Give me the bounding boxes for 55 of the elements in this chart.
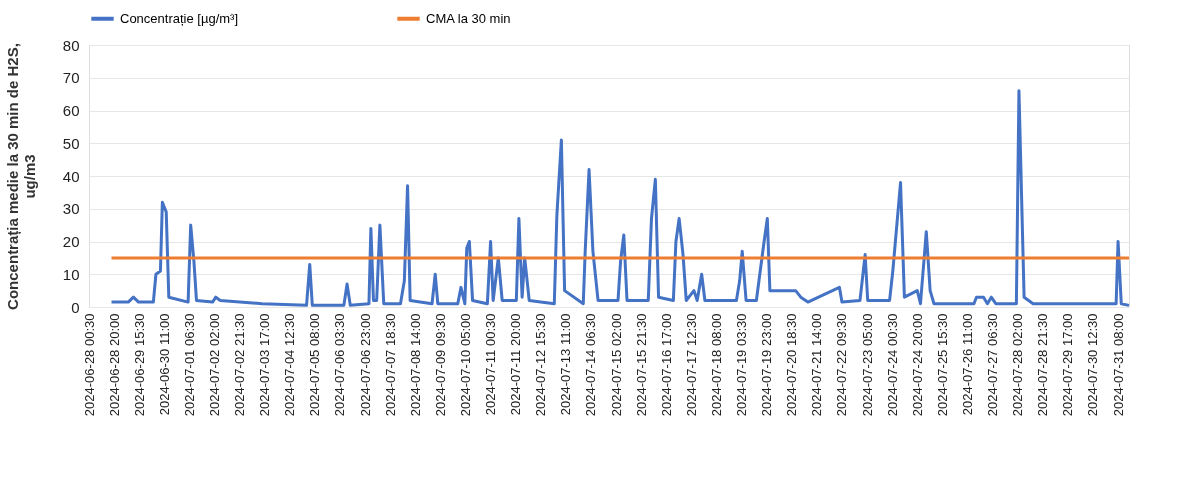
y-tick-label: 50 xyxy=(62,134,80,152)
x-tick-label: 2024-07-31 08:00 xyxy=(1110,313,1126,417)
x-tick-label: 2024-07-17 12:30 xyxy=(683,313,699,417)
x-tick-label: 2024-07-08 14:00 xyxy=(407,313,423,417)
x-tick-label: 2024-07-06 23:00 xyxy=(357,313,373,417)
y-tick-label: 60 xyxy=(62,102,80,119)
x-tick-label: 2024-06-28 20:00 xyxy=(106,313,122,417)
x-tick-label: 2024-07-02 21:30 xyxy=(232,313,248,417)
x-tick-label: 2024-07-18 08:00 xyxy=(708,313,724,417)
x-tick-label: 2024-06-30 11:00 xyxy=(156,313,172,416)
x-tick-label: 2024-07-28 02:00 xyxy=(1010,313,1026,417)
x-tick-label: 2024-07-06 03:30 xyxy=(332,313,348,417)
x-tick-label: 2024-07-02 02:00 xyxy=(207,313,222,417)
x-tick-label: 2024-07-30 12:30 xyxy=(1085,313,1101,417)
x-tick-label: 2024-06-28 00:30 xyxy=(81,313,97,417)
x-tick-label: 2024-07-11 20:00 xyxy=(508,313,524,416)
line-series xyxy=(110,89,1131,307)
legend-label: Concentrație [µg/m³] xyxy=(120,10,239,26)
x-tick-label: 2024-07-28 21:30 xyxy=(1035,313,1051,417)
x-tick-label: 2024-07-11 00:30 xyxy=(483,313,499,416)
x-tick-label: 2024-07-22 09:30 xyxy=(834,313,850,417)
x-tick-label: 2024-07-14 06:30 xyxy=(583,313,599,417)
x-tick-label: 2024-07-09 09:30 xyxy=(432,313,448,417)
x-tick-label: 2024-07-16 17:00 xyxy=(658,313,674,417)
x-tick-label: 2024-06-29 15:30 xyxy=(131,313,147,417)
x-tick-label: 2024-07-12 15:30 xyxy=(533,313,549,417)
x-tick-label: 2024-07-10 05:00 xyxy=(457,313,473,417)
y-tick-label: 70 xyxy=(62,69,80,87)
x-tick-label: 2024-07-19 23:00 xyxy=(759,313,775,417)
x-tick-label: 2024-07-03 17:00 xyxy=(257,313,273,417)
x-tick-label: 2024-07-24 00:30 xyxy=(884,313,900,417)
x-tick-label: 2024-07-21 14:00 xyxy=(809,313,825,417)
y-tick-label: 40 xyxy=(62,167,80,185)
x-tick-label: 2024-07-25 15:30 xyxy=(934,313,950,417)
x-tick-label: 2024-07-15 02:00 xyxy=(608,313,624,417)
y-tick-label: 10 xyxy=(62,265,80,283)
y-tick-label: 80 xyxy=(62,36,80,54)
y-axis-title: Concentrația medie la 30 min de H2S, ug/m3 xyxy=(3,43,38,310)
x-tick-label: 2024-07-29 17:00 xyxy=(1060,313,1076,417)
x-tick-label: 2024-07-15 21:30 xyxy=(633,313,649,417)
x-tick-label: 2024-07-20 18:30 xyxy=(784,313,800,417)
x-tick-label: 2024-07-24 20:00 xyxy=(909,313,925,417)
y-tick-label: 0 xyxy=(71,298,80,316)
x-tick-label: 2024-07-27 06:30 xyxy=(985,313,1001,417)
x-tick-label: 2024-07-05 08:00 xyxy=(307,313,323,417)
x-tick-label: 2024-07-13 11:00 xyxy=(558,313,574,416)
x-tick-label: 2024-07-07 18:30 xyxy=(382,313,398,417)
legend-label: CMA la 30 min xyxy=(426,10,511,26)
x-tick-label: 2024-07-19 03:30 xyxy=(734,313,750,417)
y-tick-label: 30 xyxy=(62,200,80,218)
y-tick-label: 20 xyxy=(62,233,80,250)
x-tick-label: 2024-07-26 11:00 xyxy=(959,313,975,416)
x-tick-label: 2024-07-04 12:30 xyxy=(282,313,298,417)
x-tick-label: 2024-07-23 05:00 xyxy=(859,313,875,417)
x-tick-label: 2024-07-01 06:30 xyxy=(181,313,197,417)
